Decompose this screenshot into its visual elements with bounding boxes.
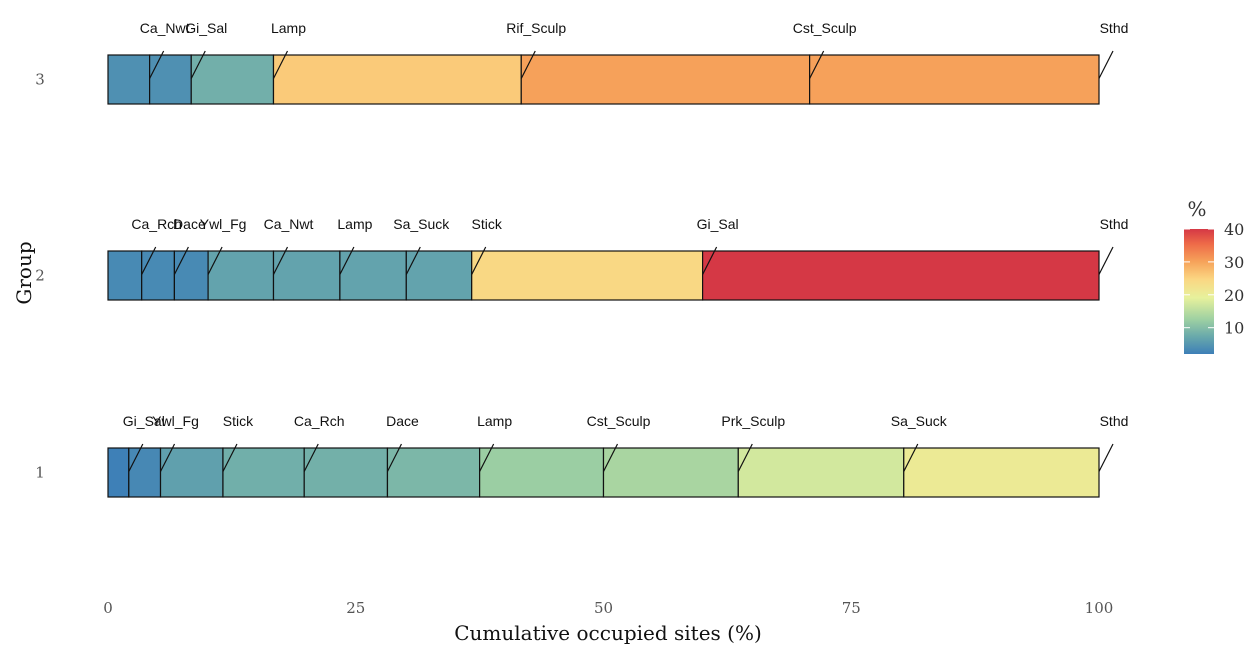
x-tick-label: 50 [594,599,613,617]
bar-segment [141,250,175,301]
legend-tick-label: 20 [1224,286,1244,305]
x-tick-label: 0 [103,599,113,617]
bar-segment [107,250,143,301]
legend-tick-label: 40 [1224,220,1244,239]
bar-segment [602,447,739,498]
bar-segment [159,447,224,498]
label-leader [1098,50,1114,79]
bar-segment [222,447,305,498]
segment-label: Cst_Sculp [587,413,651,429]
label-leader [479,443,495,472]
bar-segment [207,250,275,301]
legend-title: % [1187,197,1206,221]
label-leader [405,246,421,275]
segment-label: Dace [386,413,419,429]
label-leader [602,443,619,472]
segment-label: Cst_Sculp [793,20,857,36]
segment-label: Ywl_Fg [152,413,199,429]
bar-segment [128,447,162,498]
label-leader [339,246,355,275]
label-leader [173,246,189,275]
bar-segment [386,447,481,498]
bar-segment [903,447,1100,498]
segment-label: Lamp [337,216,372,232]
bar-segment [737,447,905,498]
label-leader [471,246,487,275]
label-leader [1098,443,1114,472]
label-leader [272,246,289,275]
axes: Cumulative occupied sites (%) Group 3210… [12,71,1113,645]
bar-segment [107,447,130,498]
bar-segment [520,54,811,105]
legend-colorbar [1184,229,1214,354]
label-leader [141,246,157,275]
x-axis-title: Cumulative occupied sites (%) [454,621,762,645]
label-leader [903,443,919,472]
bar-segment [303,447,389,498]
bar-segment [107,54,151,105]
segment-label: Sthd [1100,20,1129,36]
bar-segment [479,447,605,498]
segment-label: Dace [173,216,206,232]
label-leader [149,50,165,79]
segment-label: Ca_Nwt [264,216,314,232]
label-leader [159,443,176,472]
segment-label: Gi_Sal [123,413,165,429]
bar-segment [701,250,1100,301]
segment-label: Sa_Suck [393,216,450,232]
label-leader [1098,246,1114,275]
segment-label: Prk_Sculp [721,413,785,429]
x-tick-label: 100 [1085,599,1114,617]
segment-label: Stick [223,413,254,429]
label-leader [222,443,238,472]
y-axis-title: Group [12,241,36,304]
label-leader [207,246,223,275]
bar-segment [149,54,192,105]
segment-label: Sthd [1100,216,1129,232]
bar-segment [272,250,341,301]
segment-label: Ywl_Fg [200,216,247,232]
label-leader [702,246,718,275]
legend-tick-label: 10 [1224,319,1244,338]
label-leader [386,443,402,472]
label-leader [303,443,319,472]
segment-label: Ca_Rch [294,413,345,429]
segment-label: Stick [472,216,503,232]
segment-label: Lamp [477,413,512,429]
segment-label: Sthd [1100,413,1129,429]
segment-label: Ca_Nwt [140,20,190,36]
legend-tick-label: 30 [1224,253,1244,272]
y-tick-label: 1 [35,464,45,482]
color-legend: % 40 30 20 10 [1184,197,1244,354]
segment-label: Lamp [271,20,306,36]
label-leader [809,50,825,79]
bar-segment [173,250,209,301]
bar-segment [339,250,407,301]
segment-label: Gi_Sal [697,216,739,232]
segment-label: Ca_Rch [131,216,182,232]
bar-segment [272,54,522,105]
y-tick-label: 3 [35,71,45,89]
x-tick-label: 75 [842,599,861,617]
bar-segment [471,250,704,301]
label-leader [520,50,536,79]
label-leader [272,50,289,79]
bar-segment [190,54,275,105]
label-leader [737,443,753,472]
segment-label: Gi_Sal [185,20,227,36]
label-leader [190,50,206,79]
segment-label: Sa_Suck [891,413,948,429]
bar-segment [405,250,473,301]
x-tick-label: 25 [346,599,365,617]
y-tick-label: 2 [35,267,45,285]
label-leader [128,443,144,472]
bar-segment [809,54,1100,105]
segment-label: Rif_Sculp [506,20,566,36]
